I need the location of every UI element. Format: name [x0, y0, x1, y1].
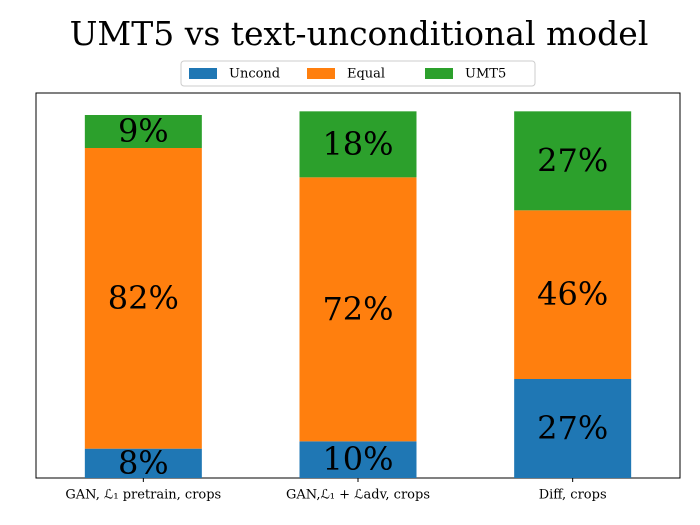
- legend-box: [180, 60, 536, 87]
- bar-segment: [84, 148, 202, 449]
- legend-label: Uncond: [229, 67, 280, 82]
- legend-swatch: [425, 68, 453, 79]
- legend-swatch: [189, 68, 217, 79]
- data-label: 27%: [537, 141, 608, 179]
- x-tick-label: GAN, ℒ₁ pretrain, crops: [65, 488, 221, 503]
- data-label: 72%: [322, 290, 393, 328]
- data-label: 27%: [537, 409, 608, 447]
- bar-segment: [299, 111, 417, 178]
- bar-segment: [84, 115, 202, 148]
- data-label: 18%: [322, 125, 393, 163]
- bar-segment: [84, 448, 202, 478]
- x-tick-label: GAN,ℒ₁ + ℒadv, crops: [286, 488, 430, 503]
- legend-swatch: [307, 68, 335, 79]
- legend-label: UMT5: [465, 67, 506, 82]
- data-label: 9%: [118, 112, 169, 150]
- bar-segment: [514, 111, 632, 211]
- x-tick-label: Diff, crops: [539, 488, 607, 503]
- data-label: 82%: [108, 279, 179, 317]
- bar-segment: [514, 210, 632, 379]
- bar-segment: [299, 177, 417, 442]
- legend-label: Equal: [347, 67, 385, 82]
- bar-segment: [299, 441, 417, 478]
- data-label: 10%: [322, 440, 393, 478]
- chart-title: UMT5 vs text-unconditional model: [70, 14, 649, 53]
- bar-segment: [514, 379, 632, 478]
- data-label: 46%: [537, 275, 608, 313]
- data-label: 8%: [118, 444, 169, 482]
